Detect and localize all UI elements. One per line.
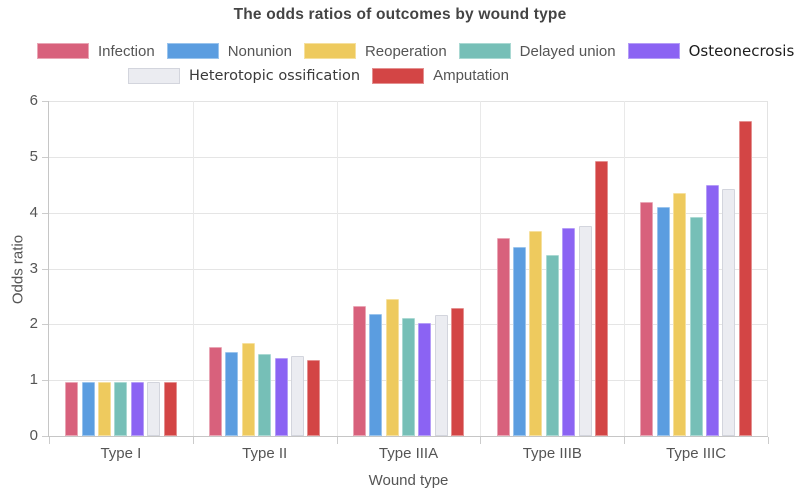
x-category-label-type-ii: Type II bbox=[242, 445, 288, 462]
y-tick-2 bbox=[42, 324, 48, 326]
y-tick-3 bbox=[42, 268, 48, 270]
bar-type-i-reoperation bbox=[98, 381, 111, 436]
bar-type-i-heterotopic-ossification bbox=[147, 382, 161, 436]
y-tick-label-0: 0 bbox=[29, 427, 38, 444]
y-tick-label-4: 4 bbox=[29, 203, 38, 221]
legend-swatch-amputation bbox=[372, 67, 425, 84]
bar-type-iiib-osteonecrosis bbox=[562, 227, 576, 436]
bar-type-ii-amputation bbox=[307, 360, 321, 436]
x-tick-0 bbox=[49, 437, 50, 444]
y-tick-label-6: 6 bbox=[29, 92, 38, 109]
x-category-label-type-iiic: Type IIIC bbox=[666, 445, 727, 462]
legend-label-reoperation: Reoperation bbox=[364, 42, 447, 60]
gridline-y-5 bbox=[49, 156, 768, 158]
legend-swatch-heterotopic-ossification bbox=[128, 67, 180, 84]
bar-type-ii-reoperation bbox=[241, 343, 255, 436]
bar-type-iiia-osteonecrosis bbox=[418, 323, 432, 436]
legend-label-delayed-union: Delayed union bbox=[519, 42, 616, 60]
y-tick-0 bbox=[42, 436, 48, 437]
bar-type-iiia-amputation bbox=[451, 308, 465, 436]
bar-type-iiic-infection bbox=[640, 202, 654, 436]
legend-row-1: Infection Nonunion Reoperation Delayed unio… bbox=[37, 42, 794, 60]
bar-type-i-nonunion bbox=[81, 381, 95, 436]
bar-type-ii-delayed-union bbox=[258, 354, 272, 436]
x-tick-3 bbox=[480, 437, 482, 444]
legend-item-infection: Infection bbox=[37, 43, 155, 60]
bar-type-ii-heterotopic-ossification bbox=[291, 355, 304, 436]
y-tick-label-3: 3 bbox=[29, 259, 38, 277]
legend-item-reoperation: Reoperation bbox=[303, 42, 447, 60]
y-axis-line bbox=[48, 101, 49, 437]
bar-type-iiia-delayed-union bbox=[402, 318, 415, 436]
legend-item-delayed-union: Delayed union bbox=[458, 42, 616, 60]
bar-type-i-amputation bbox=[163, 381, 177, 436]
x-category-label-type-iiib: Type IIIB bbox=[522, 445, 582, 462]
legend-swatch-nonunion bbox=[166, 43, 219, 59]
bar-type-i-osteonecrosis bbox=[130, 381, 144, 436]
legend-item-heterotopic-ossification: Heterotopic ossification bbox=[128, 67, 361, 84]
legend-row-2: Heterotopic ossification Amputation bbox=[128, 67, 509, 84]
bar-type-iiia-nonunion bbox=[369, 313, 383, 436]
bar-type-iiia-heterotopic-ossification bbox=[434, 315, 448, 436]
bar-type-iiic-nonunion bbox=[656, 207, 670, 436]
x-axis-line bbox=[48, 436, 768, 437]
legend-swatch-osteonecrosis bbox=[627, 43, 680, 59]
bar-type-iiia-infection bbox=[352, 306, 366, 436]
bar-type-ii-infection bbox=[209, 346, 222, 436]
legend-item-amputation: Amputation bbox=[372, 67, 509, 84]
x-axis-title: Wound type bbox=[368, 472, 449, 489]
bar-type-iiic-osteonecrosis bbox=[706, 185, 719, 436]
y-tick-label-2: 2 bbox=[29, 315, 38, 333]
bar-type-iiib-amputation bbox=[595, 161, 608, 436]
bar-type-iiib-delayed-union bbox=[545, 254, 559, 436]
bar-type-i-infection bbox=[65, 381, 79, 436]
category-separator-2 bbox=[336, 101, 338, 436]
category-separator-3 bbox=[480, 101, 482, 436]
x-category-label-type-iiia: Type IIIA bbox=[378, 445, 439, 462]
bar-type-iiic-reoperation bbox=[673, 192, 687, 436]
bar-type-iiic-amputation bbox=[738, 120, 752, 436]
legend-label-osteonecrosis: Osteonecrosis bbox=[688, 42, 795, 60]
gridline-y-3 bbox=[49, 268, 768, 270]
legend-item-osteonecrosis: Osteonecrosis bbox=[627, 42, 795, 60]
bar-type-iiib-nonunion bbox=[513, 247, 526, 436]
bar-type-iiic-heterotopic-ossification bbox=[722, 189, 736, 436]
plot-border-top bbox=[49, 101, 768, 102]
legend-label-infection: Infection bbox=[98, 42, 155, 60]
x-tick-2 bbox=[336, 437, 338, 444]
bar-type-iiia-reoperation bbox=[385, 299, 399, 436]
bar-type-i-delayed-union bbox=[114, 381, 128, 436]
legend-label-heterotopic-ossification: Heterotopic ossification bbox=[189, 67, 361, 84]
x-tick-5 bbox=[768, 437, 769, 444]
legend-swatch-reoperation bbox=[303, 43, 356, 59]
y-tick-1 bbox=[42, 380, 48, 382]
x-category-label-type-i: Type I bbox=[100, 445, 142, 462]
category-separator-1 bbox=[192, 101, 194, 436]
chart-title: The odds ratios of outcomes by wound typ… bbox=[233, 6, 567, 23]
y-tick-6 bbox=[42, 101, 48, 102]
x-tick-1 bbox=[192, 437, 194, 444]
bar-type-ii-osteonecrosis bbox=[274, 358, 288, 436]
legend-swatch-delayed-union bbox=[458, 43, 511, 59]
y-tick-4 bbox=[42, 212, 48, 214]
x-tick-4 bbox=[624, 437, 626, 444]
bar-type-ii-nonunion bbox=[225, 351, 239, 436]
gridline-y-4 bbox=[49, 212, 768, 214]
y-tick-label-5: 5 bbox=[29, 147, 38, 165]
y-tick-label-1: 1 bbox=[29, 371, 38, 389]
legend-swatch-infection bbox=[37, 43, 89, 59]
bar-type-iiib-infection bbox=[496, 238, 510, 436]
category-separator-4 bbox=[624, 101, 626, 436]
legend-label-nonunion: Nonunion bbox=[227, 42, 292, 60]
legend-item-nonunion: Nonunion bbox=[166, 42, 292, 60]
bar-type-iiib-heterotopic-ossification bbox=[578, 225, 592, 436]
legend-label-amputation: Amputation bbox=[433, 67, 509, 84]
bar-type-iiib-reoperation bbox=[529, 231, 543, 436]
bar-type-iiic-delayed-union bbox=[689, 217, 703, 436]
y-tick-5 bbox=[42, 156, 48, 158]
